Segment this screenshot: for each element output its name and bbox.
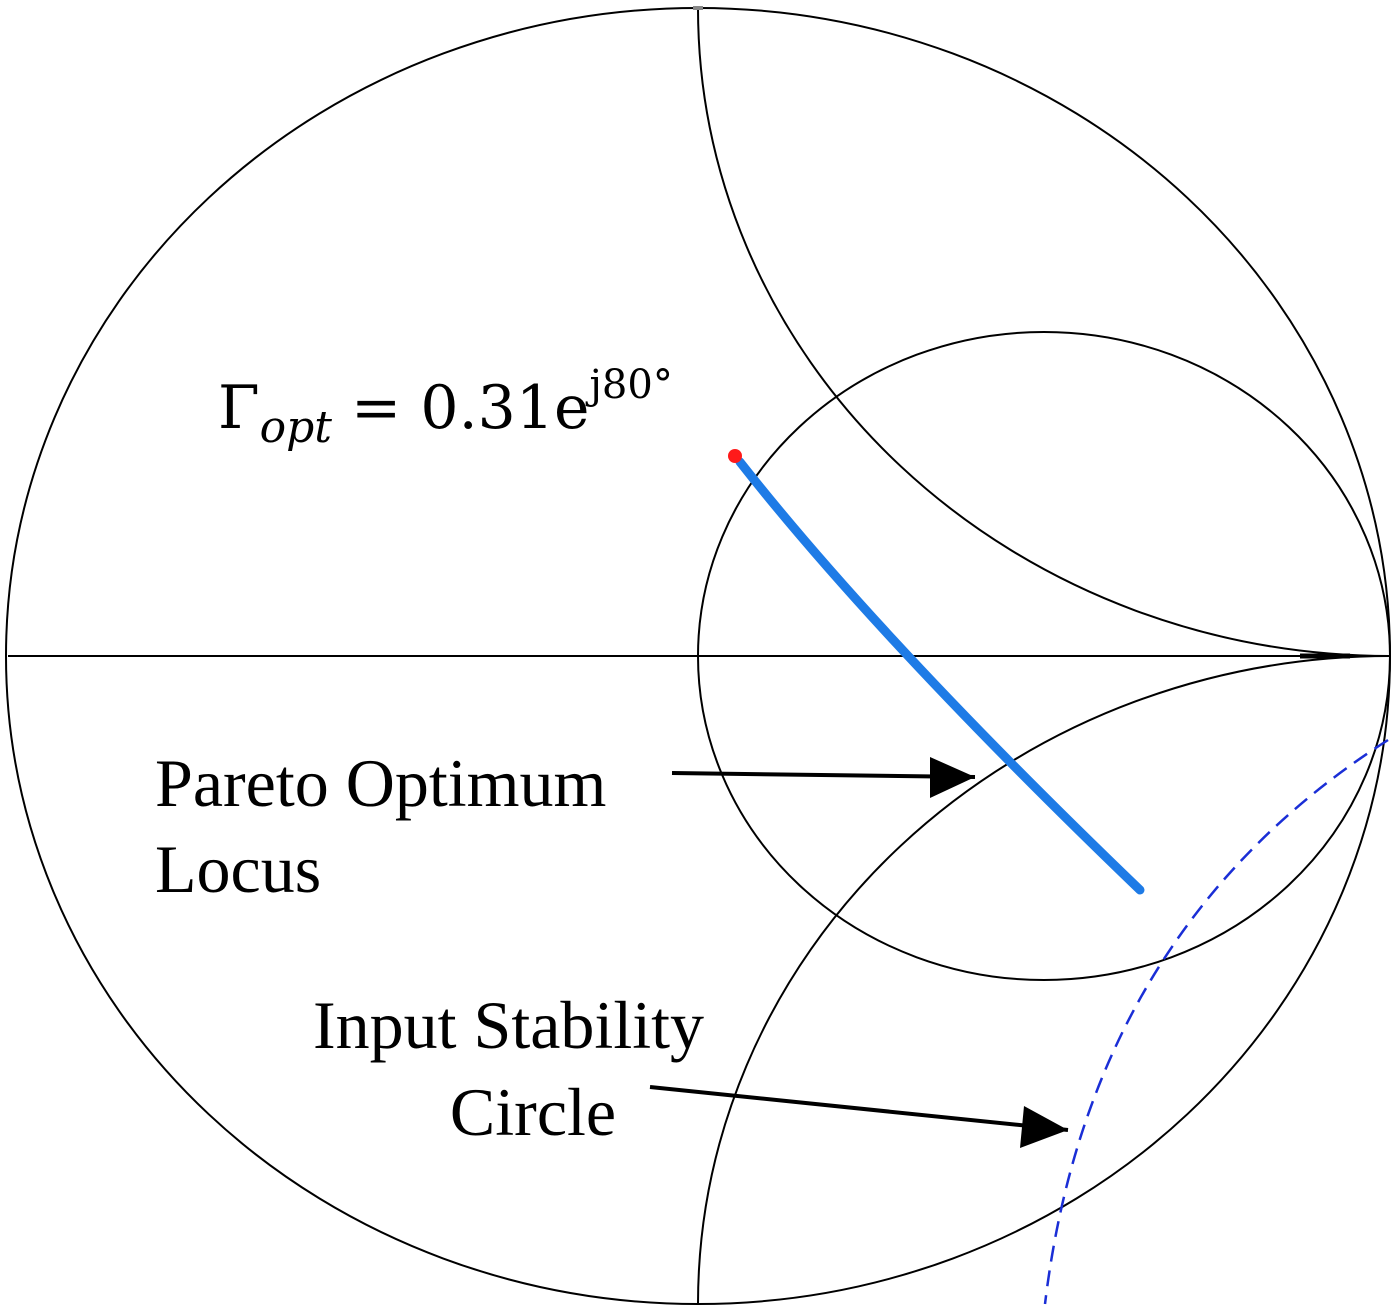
input-stability-circle (1043, 738, 1389, 1305)
positive-reactance-arc (697, 7, 1391, 657)
gamma-subscript: opt (260, 402, 333, 453)
pareto-label: Locus (155, 831, 321, 907)
pareto-label: Pareto Optimum (155, 745, 606, 821)
stability-label: Input Stability (313, 987, 704, 1063)
pareto-arrowhead (930, 757, 975, 798)
stability-arrowhead (1020, 1106, 1068, 1148)
gamma-superscript: j80° (586, 362, 673, 408)
gamma-symbol: Γ (218, 373, 260, 443)
pareto-locus (735, 457, 1145, 895)
negative-reactance-arc (697, 655, 1391, 1305)
stability-arrow (649, 1085, 1069, 1132)
pareto-arrow (671, 771, 976, 779)
gamma-opt-point (728, 449, 742, 463)
gamma-opt-label: Γopt = 0.31ej80° (218, 362, 673, 453)
stability-label: Circle (450, 1074, 616, 1150)
gamma-equals: = 0.31e (332, 373, 590, 443)
